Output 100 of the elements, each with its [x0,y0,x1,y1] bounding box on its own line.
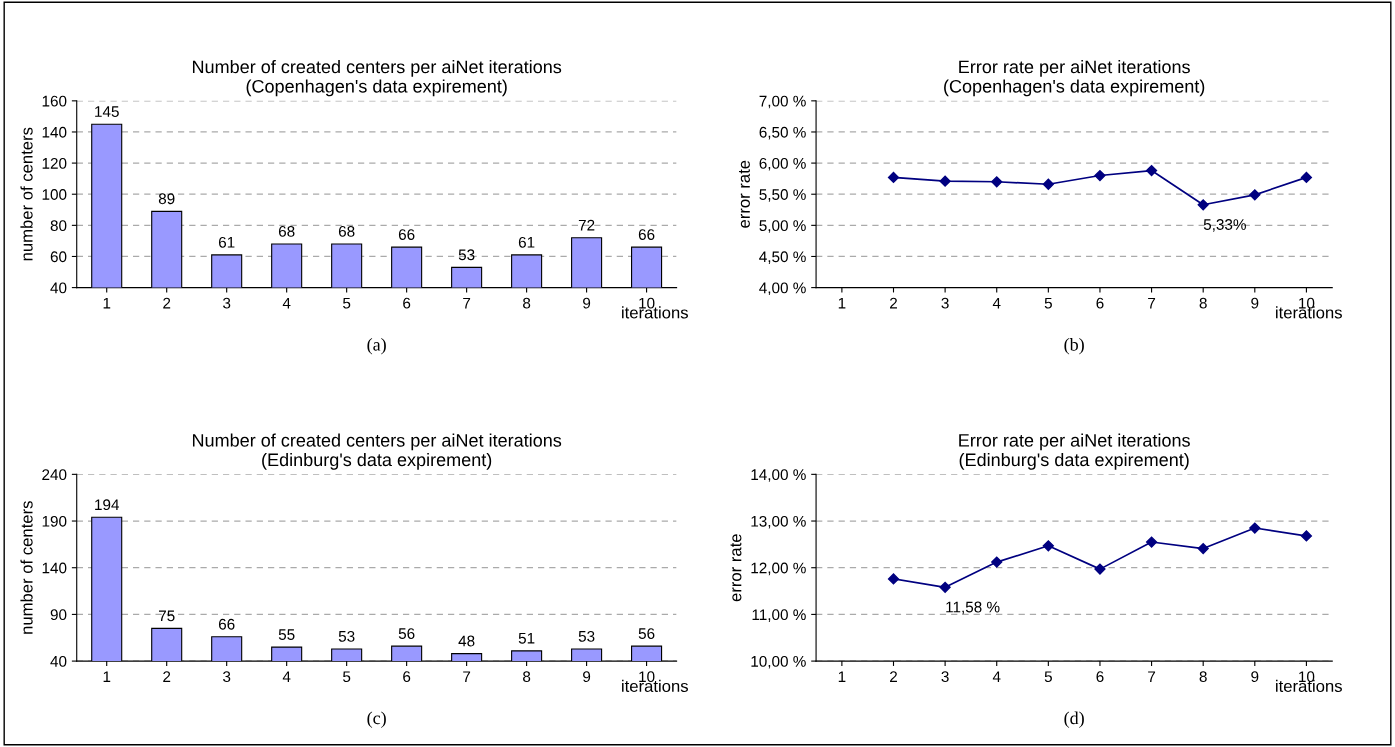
data-label: 61 [518,236,535,248]
y-tick-label: 120 [42,157,67,169]
x-tick-label: 8 [523,297,531,309]
data-label: 53 [458,249,475,261]
x-tick-label: 1 [103,671,111,682]
x-tick-label: 3 [223,297,231,309]
data-label: 53 [338,630,355,642]
data-label: 55 [278,629,295,640]
x-tick-label: 7 [1148,671,1156,682]
text: (a) [367,338,386,355]
x-tick-label: 7 [463,297,471,309]
point [1042,540,1054,552]
chart-title: Number of created centers per aiNet iterations (Edinburg's data expirement) [192,433,562,470]
data-label: 194 [95,499,120,511]
x-tick-label: 5 [343,297,351,309]
x-tick-label: 2 [890,671,897,682]
x-tick-label: 6 [1096,297,1104,309]
y-tick-label: 190 [42,515,67,527]
y-tick-label: 10,00 % [751,655,806,669]
data-label: 56 [398,628,415,639]
x-tick-label: 2 [890,297,897,309]
x-tick-label: 9 [1251,671,1259,683]
x-tick-label: 3 [941,297,949,309]
y-tick-label: 5,00 % [759,220,806,233]
point [1249,522,1261,534]
chart-title: Number of created centers per aiNet iterations (Copenhagen's data expirement) [192,59,562,97]
x-tick-label: 1 [103,297,111,309]
y-tick-label: 5,50 % [759,189,806,202]
point [1094,563,1106,575]
y-tick-label: 13,00 % [751,515,806,529]
y-tick-label: 100 [42,189,67,200]
y-tick-label: 4,00 % [759,282,806,296]
data-label: 53 [578,630,595,642]
point [1042,178,1054,190]
y-tick-label: 14,00 % [751,469,806,482]
x-tick-label: 7 [463,671,471,682]
data-label: 48 [458,635,475,647]
x-tick-label: 5 [343,671,351,683]
point [1249,189,1261,201]
data-label: 145 [95,106,119,117]
x-tick-label: 3 [941,671,949,683]
y-axis-title: number of centers [20,501,33,634]
y-axis-title: error rate [730,534,742,602]
y-tick-label: 80 [50,220,67,232]
x-tick-label: 5 [1044,671,1052,683]
annotation: 11,58 % [946,601,1000,615]
y-tick-label: 6,00 % [759,157,806,171]
x-tick-label: 6 [403,297,411,309]
x-tick-label: 1 [838,671,846,682]
chart-title: Error rate per aiNet iterations (Copenhagen's data expirement) [944,59,1205,97]
x-tick-label: 8 [1199,297,1207,309]
x-tick-label: 4 [282,297,291,309]
x-tick-label: 1 [838,297,846,309]
point [887,171,900,184]
point [887,573,900,585]
y-tick-label: 140 [42,126,67,138]
point [991,556,1003,568]
text: (c) [367,711,386,728]
x-tick-label: 4 [282,671,291,682]
y-tick-label: 11,00 % [752,609,806,622]
x-tick-label: 4 [992,671,1001,682]
point [1094,169,1106,182]
y-tick-label: 240 [42,469,67,481]
y-tick-label: 40 [50,655,67,667]
y-tick-label: 90 [50,609,67,621]
point [939,581,951,593]
x-tick-label: 6 [403,671,411,683]
data-label: 51 [518,632,535,644]
x-tick-label: 6 [1096,671,1104,683]
y-tick-label: 6,50 % [759,126,806,140]
x-tick-label: 9 [583,671,591,683]
x-tick-label: 9 [583,297,591,309]
x-tick-label: 5 [1044,297,1052,309]
text: (d) [1064,711,1084,728]
chart-title: Error rate per aiNet iterations (Edinburg's data expirement) [959,433,1190,470]
point [939,175,951,187]
data-label: 89 [158,193,175,205]
y-axis-title: number of centers [20,127,33,261]
point [1145,536,1158,548]
point [1300,530,1313,542]
data-label: 68 [338,226,355,237]
y-tick-label: 160 [42,95,67,107]
x-tick-label: 2 [163,297,171,309]
point [1197,542,1209,555]
x-tick-label: 4 [992,297,1001,309]
y-tick-label: 60 [50,251,67,263]
point [1145,164,1158,177]
data-label: 66 [638,229,655,240]
y-tick-label: 4,50 % [759,251,806,264]
data-label: 61 [218,236,235,248]
y-axis-title: error rate [739,160,750,228]
data-label: 56 [638,628,655,639]
x-tick-label: 9 [1251,297,1259,309]
point [991,176,1003,188]
x-tick-label: 8 [1199,671,1207,683]
data-label: 68 [278,226,295,237]
y-tick-label: 7,00 % [759,95,806,109]
y-tick-label: 40 [50,282,67,294]
text: (b) [1064,338,1084,355]
annotation: 5,33% [1203,219,1246,232]
